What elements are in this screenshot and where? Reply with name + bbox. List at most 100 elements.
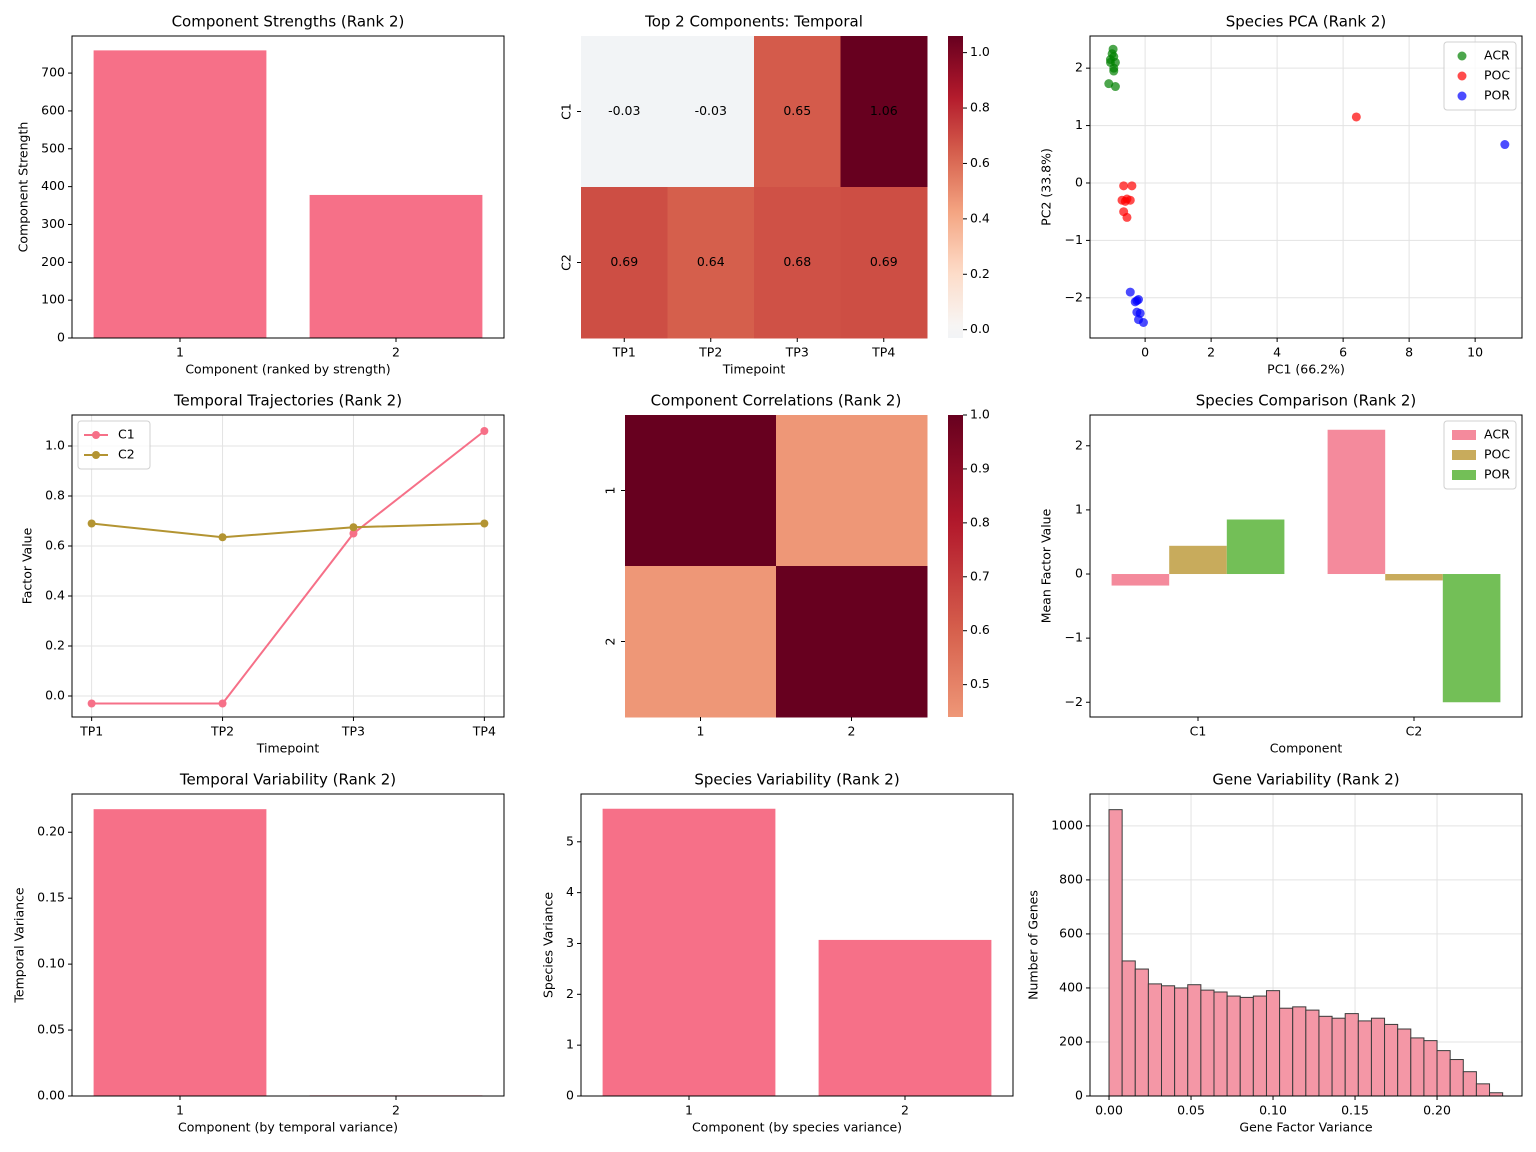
y-tick-label: 300 [41, 216, 65, 231]
legend-label: ACR [1484, 48, 1510, 63]
heatmap-cell [667, 187, 755, 339]
y-tick-label: 400 [1059, 979, 1083, 994]
cell-label: 0.69 [610, 254, 638, 269]
axes-frame [580, 793, 1014, 1097]
x-tick-label: 0.20 [1423, 1103, 1451, 1118]
histogram-bar [1344, 1013, 1359, 1097]
heatmap-cell [581, 187, 668, 339]
x-tick-label: TP1 [612, 345, 636, 360]
y-tick-label: 2 [566, 986, 574, 1001]
x-tick-label: 1 [685, 1103, 693, 1118]
colorbar-tick-label: 0.8 [970, 514, 990, 529]
y-tick-label: 2 [1075, 60, 1083, 75]
heatmap-cell [581, 36, 668, 188]
y-axis-label: PC2 (33.8%) [1039, 148, 1054, 226]
y-tick-label: 0.2 [45, 638, 65, 653]
y-tick-label: −2 [1065, 694, 1083, 709]
y-tick-label: 1 [1075, 501, 1083, 516]
y-tick-label: C2 [559, 254, 574, 271]
y-tick-label: 0.20 [37, 824, 65, 839]
chart-title: Species Variability (Rank 2) [694, 771, 899, 789]
point [87, 699, 96, 708]
point [1351, 112, 1361, 122]
x-tick-label: 0.05 [1177, 1103, 1205, 1118]
histogram-bar [1252, 995, 1267, 1097]
x-tick-label: 6 [1339, 345, 1347, 360]
heatmap-cell [776, 566, 928, 718]
point [1125, 287, 1135, 297]
x-axis-label: Gene Factor Variance [1239, 1120, 1373, 1135]
y-tick-label: 0.10 [37, 956, 65, 971]
colorbar-tick-label: 0.8 [970, 100, 990, 115]
axes-frame [1089, 35, 1523, 339]
histogram-bar [1449, 1059, 1464, 1097]
y-tick-label: 1 [566, 1037, 574, 1052]
legend-label: ACR [1484, 427, 1510, 442]
legend-marker [1457, 71, 1467, 81]
colorbar-tick-label: 0.5 [970, 676, 990, 691]
point [1134, 295, 1144, 305]
x-tick-label: 2 [901, 1103, 909, 1118]
x-tick-label: 4 [1273, 345, 1281, 360]
y-tick-label: 2 [1075, 437, 1083, 452]
point [1122, 212, 1132, 222]
point [349, 523, 358, 532]
y-tick-label: 0 [1075, 174, 1083, 189]
colorbar-tick-label: 1.0 [970, 44, 990, 59]
point [1120, 196, 1130, 206]
y-axis-label: Species Variance [541, 892, 556, 998]
y-tick-label: 0 [566, 1088, 574, 1103]
colorbar-tick-label: 0.9 [970, 460, 990, 475]
legend-label: POR [1484, 88, 1510, 103]
x-tick-label: 0.10 [1259, 1103, 1287, 1118]
bar [602, 808, 776, 1096]
colorbar-tick-label: 0.7 [970, 568, 990, 583]
colorbar-tick-label: 0.2 [970, 266, 990, 281]
x-tick-label: TP4 [472, 724, 496, 739]
y-tick-label: 0.00 [37, 1088, 65, 1103]
y-tick-label: −1 [1065, 232, 1083, 247]
histogram-bar [1213, 991, 1228, 1097]
x-tick-label: 8 [1405, 345, 1413, 360]
point [218, 533, 227, 542]
x-axis-label: PC1 (66.2%) [1267, 362, 1345, 377]
colorbar-tick-label: 0.6 [970, 155, 990, 170]
bar [1111, 574, 1170, 586]
histogram-bar [1397, 1028, 1412, 1097]
legend-marker [92, 451, 100, 459]
x-tick-label: TP3 [341, 724, 365, 739]
chart-title: Species PCA (Rank 2) [1226, 13, 1387, 31]
bar [1169, 545, 1227, 575]
histogram-bar [1279, 1007, 1294, 1097]
cell-label: -0.03 [608, 103, 640, 118]
axes-frame [71, 35, 505, 339]
y-tick-label: 5 [566, 833, 574, 848]
legend-marker [1457, 51, 1467, 61]
heatmap-cell [840, 36, 928, 188]
y-axis-label: Mean Factor Value [1039, 508, 1054, 623]
colorbar [948, 415, 963, 717]
y-tick-label: 1.0 [45, 438, 65, 453]
y-tick-label: 400 [41, 178, 65, 193]
x-tick-label: 0.15 [1341, 1103, 1369, 1118]
legend-box [77, 420, 151, 470]
point [1119, 181, 1129, 191]
point [87, 519, 96, 528]
bar [93, 809, 267, 1096]
point [480, 519, 489, 528]
line [91, 522, 485, 539]
histogram-bar [1462, 1071, 1477, 1097]
chart-title: Gene Variability (Rank 2) [1212, 771, 1399, 789]
colorbar-tick-label: 1.0 [970, 407, 990, 422]
histogram-bar [1436, 1050, 1451, 1097]
histogram-bar [1134, 968, 1149, 1097]
histogram-bar [1121, 960, 1136, 1097]
y-tick-label: 200 [41, 254, 65, 269]
x-tick-label: TP1 [79, 724, 103, 739]
histogram-bar [1475, 1083, 1491, 1097]
histogram-bar [1108, 809, 1123, 1097]
legend-label: POR [1484, 467, 1510, 482]
y-tick-label: C1 [559, 103, 574, 120]
